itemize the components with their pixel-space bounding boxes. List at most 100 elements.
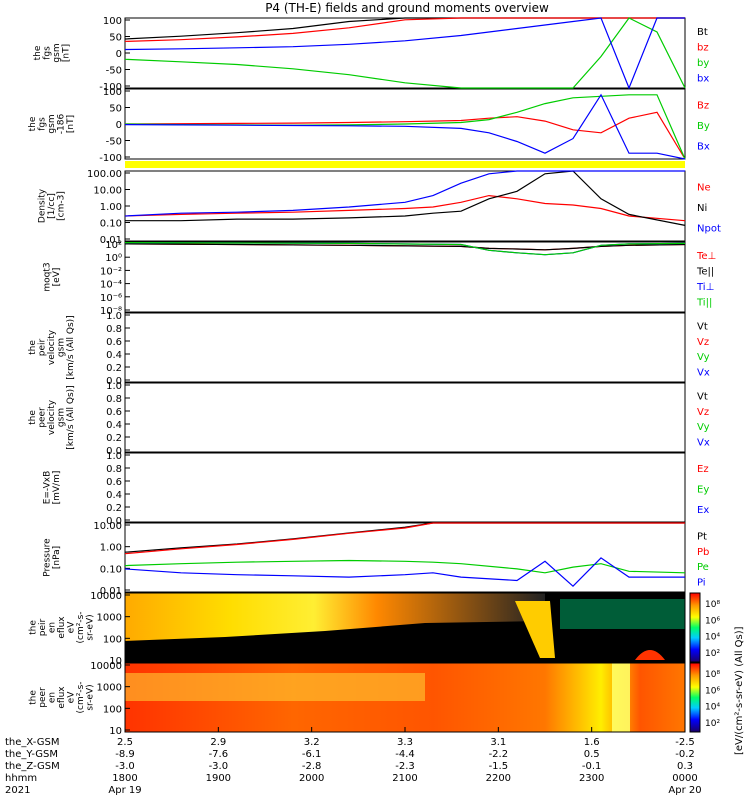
legend-Pt: Pt [697,532,707,543]
x-tick-label: -2.5 [675,737,695,748]
y-axis-label: [nPa] [52,546,62,569]
x-tick-label: 2100 [392,773,417,784]
y-tick-label: -100 [99,153,122,164]
legend-By: By [697,121,710,132]
y-tick-label: 0.2 [106,363,122,374]
y-axis-label: gsm [52,43,62,62]
panel-frame [124,17,686,89]
y-axis-label: fgs [42,46,52,60]
y-tick-label: 100 [103,87,122,98]
y-axis-label: peer [38,407,48,428]
y-axis-label: the [33,45,43,60]
y-tick-label: 1.00 [100,202,122,213]
x-tick-label: -0.1 [582,761,602,772]
x-tick-label: 2200 [486,773,511,784]
panel-pressure: 10.00 1.00 0.10 0.01 Pressure [nPa] Pt Pb Pe Pi [42,521,709,597]
y-tick-label: 100 [103,634,122,645]
legend-Te⊥: Te⊥ [696,251,716,262]
y-tick-label: 100.00 [87,169,122,180]
series-line-Pe [124,559,686,574]
spectrogram-ion-arc [635,650,665,660]
y-tick-label: 50 [109,104,122,115]
legend-Ez: Ez [697,464,709,475]
x-tick-label: 1900 [206,773,231,784]
panel-frame [124,241,686,313]
series-line-Ti|| [124,242,686,256]
y-axis-label: moqt3 [42,262,52,291]
y-axis-label: [km/s (All Qs)] [66,385,76,449]
legend-Pb: Pb [697,547,709,558]
legend-bz: bz [697,42,709,53]
x-tick-label: -8.9 [115,749,135,760]
x-row-label: the_Y-GSM [5,749,58,760]
y-tick-label: 10² [105,240,122,251]
y-axis-label: [km/s (All Qs)] [66,315,76,379]
colorbar-tick: 10⁸ [705,670,720,680]
y-axis-label: eV [67,691,77,704]
y-axis-label: the [28,340,38,355]
x-tick-label: -6.1 [302,749,322,760]
spectrogram-electron-upper [125,673,425,701]
x-tick-label: Apr 19 [108,785,141,796]
colorbar-tick: 10⁶ [705,616,720,626]
y-axis-label: en [48,622,58,633]
colorbar-label: [eV/(cm²-s-sr-eV) (All Qs)] [734,626,745,755]
x-row-label: 2021 [5,785,30,796]
y-tick-label: 10 [109,656,122,667]
legend-Vt: Vt [697,392,708,403]
panel-frame [124,170,686,242]
x-tick-label: 2000 [299,773,324,784]
series-group-2 [124,170,686,226]
y-tick-label: 1000 [97,683,122,694]
y-axis-label: [nT] [66,115,76,133]
spectrogram-ion-injection [515,601,555,658]
x-tick-label: 2.5 [117,737,133,748]
y-tick-label: 0.2 [106,503,122,514]
y-tick-label: 0.8 [106,464,122,475]
y-tick-label: -50 [106,66,122,77]
panel-peer_eflux: 10000 1000 100 10 the peer en eflux eV (cm²-s-sr-… [29,661,721,737]
y-axis-label: [eV] [52,268,62,287]
y-tick-label: 10⁰ [105,253,122,264]
y-tick-label: -50 [106,137,122,148]
colorbar-tick: 10² [705,649,720,659]
x-tick-label: 3.1 [490,737,506,748]
series-group-1 [124,93,686,160]
x-tick-label: -2.3 [395,761,415,772]
x-tick-label: -4.4 [395,749,415,760]
y-tick-label: 0.4 [106,420,122,431]
y-axis-label: -186 [57,114,67,135]
y-axis-label: Density [38,188,48,223]
y-tick-label: 0.6 [106,477,122,488]
y-axis-label: [mV/m] [52,471,62,505]
series-line-Te|| [124,243,686,251]
panel-exb: 1.0 0.8 0.6 0.4 0.2 0.0 E=-VxB [mV/m] Ez Ey Ex [42,451,709,527]
y-tick-label: 0.0 [106,516,122,527]
y-tick-label: 0.0 [106,446,122,457]
y-axis-label: the [29,690,39,705]
legend-Vy: Vy [697,422,710,433]
panel-density: 100.00 10.00 1.00 0.10 0.01 Density [1/cc] [cm-… [38,169,721,246]
y-axis-label: gsm [47,114,57,133]
y-axis-label: velocity [47,399,57,435]
spectrogram-ion-noise [560,599,685,629]
y-axis-label: peer [38,687,48,708]
y-tick-label: 0.8 [106,324,122,335]
y-tick-label: 0.8 [106,394,122,405]
x-tick-label: -0.2 [675,749,695,760]
legend-Vt: Vt [697,322,708,333]
y-tick-label: 50 [109,33,122,44]
colorbar-tick: 10⁸ [705,600,720,610]
x-tick-label: -1.5 [489,761,509,772]
x-tick-label: 2300 [579,773,604,784]
y-tick-label: 0.6 [106,337,122,348]
panel-frame [124,452,686,523]
series-group-0 [124,17,686,90]
legend-Ne: Ne [697,182,711,193]
y-tick-label: 0.10 [100,564,122,575]
y-axis-label: [nT] [61,44,71,62]
x-tick-label: 0000 [672,773,697,784]
x-tick-label: -7.6 [209,749,229,760]
y-tick-label: 0.2 [106,433,122,444]
series-line-bz [124,17,685,42]
